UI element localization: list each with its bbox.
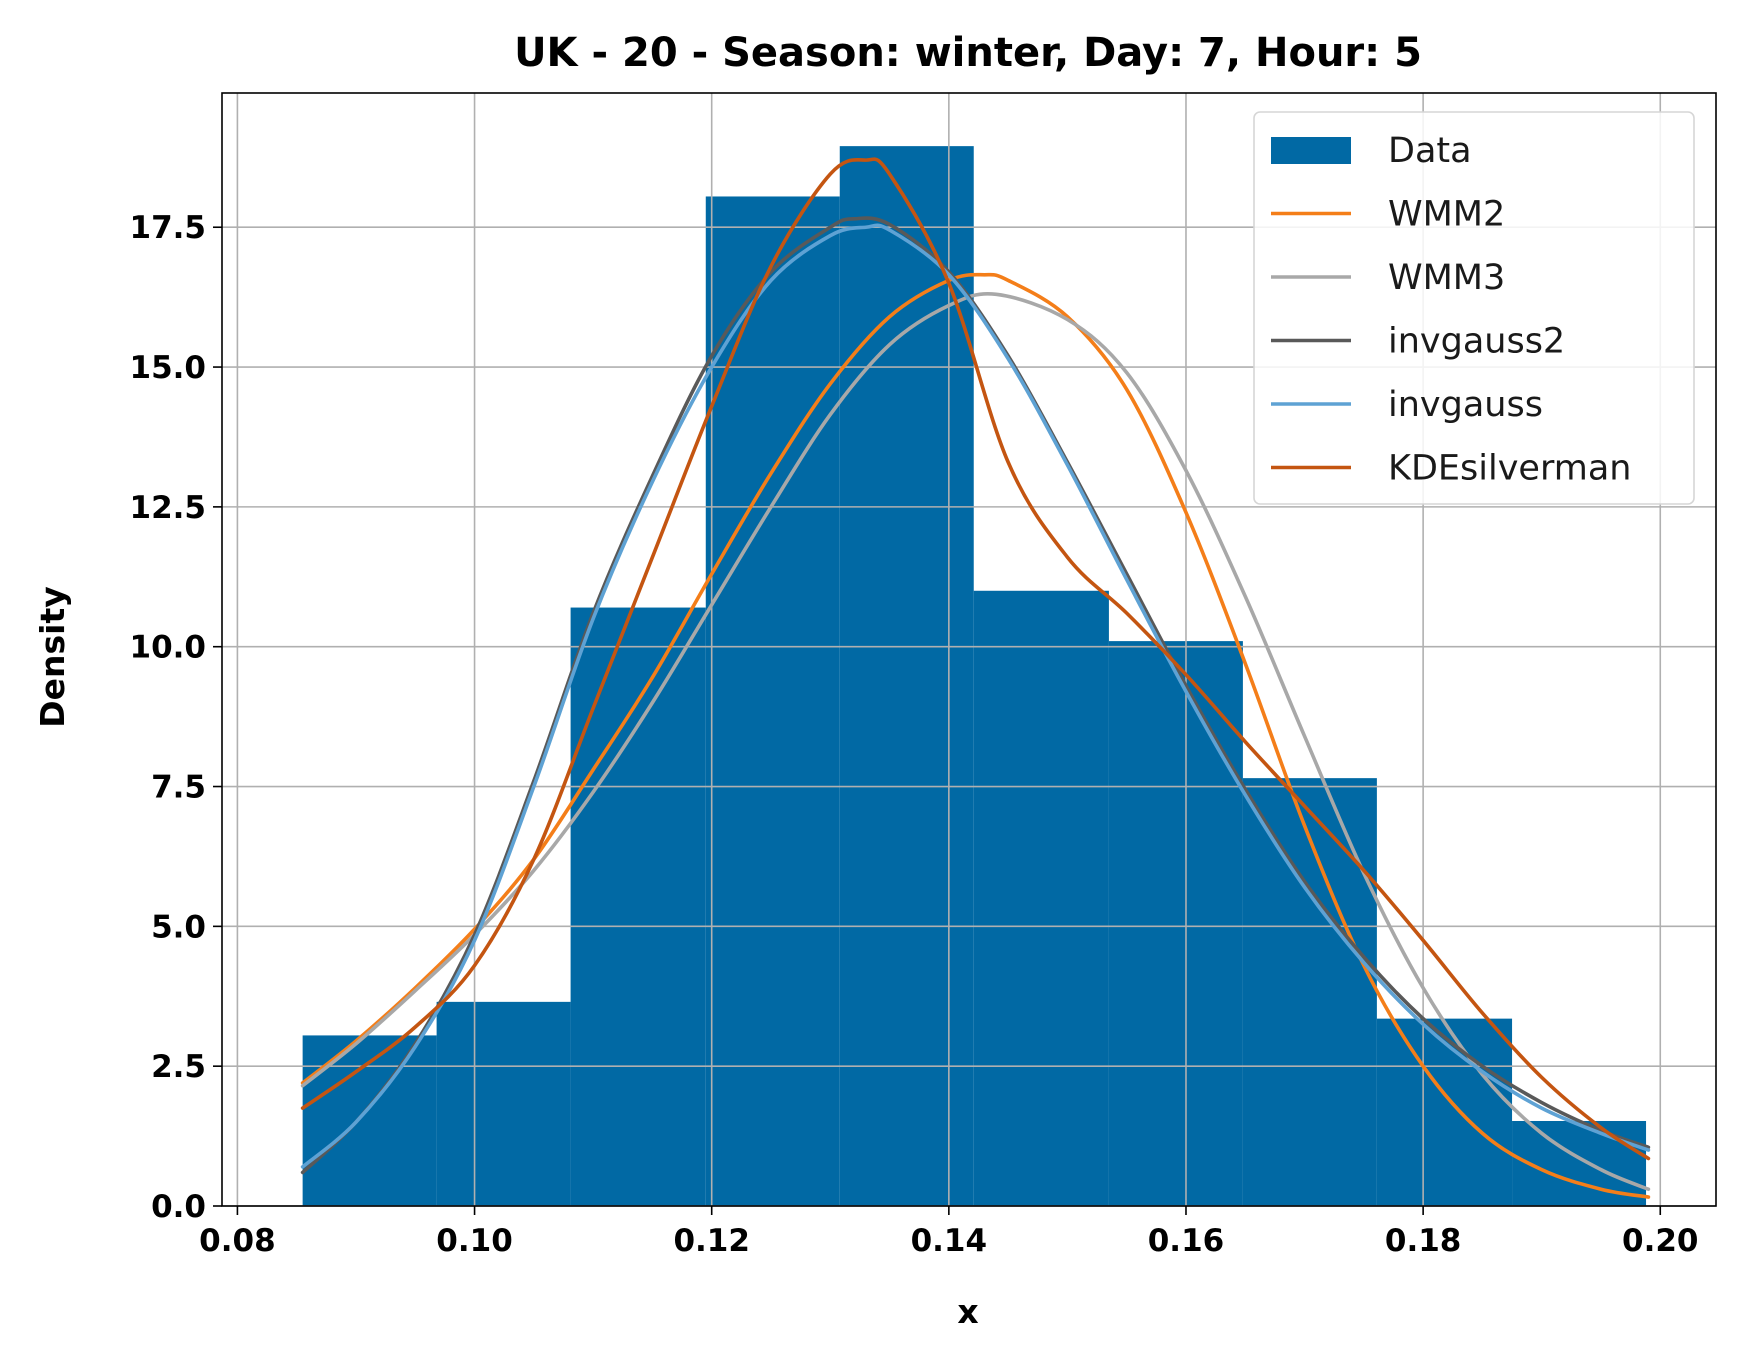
histogram-bar-6 [973,590,1109,1206]
histogram-bar-5 [839,146,974,1206]
x-axis-ticks: 0.08 0.10 0.12 0.14 0.16 0.18 0.20 [199,1206,1699,1259]
legend-box [1253,111,1695,505]
series-line-kdesilverman [300,157,1651,1161]
histogram-bar-7 [1108,641,1243,1206]
fitted-curves [300,157,1651,1199]
legend-label-kdesilverman: KDEsilverman [1388,449,1631,489]
x-tick-label-1: 0.08 [199,1223,276,1259]
legend-label-invgauss: invgauss [1388,385,1543,425]
y-tick-label-2: 2.5 [151,1049,206,1085]
y-tick-label-1: 0.0 [151,1189,206,1225]
legend-swatch-data [1271,137,1351,164]
y-tick-label-4: 7.5 [151,770,206,806]
plot-frame [221,92,1717,1207]
x-axis-label: x [957,1292,978,1331]
series-line-wmm3 [300,292,1651,1192]
legend-label-wmm3: WMM3 [1388,258,1505,298]
legend: Data WMM2 WMM3 invgauss2 invgauss KDEsilverma… [1253,111,1695,505]
chart-title: UK - 20 - Season: winter, Day: 7, Hour: … [514,30,1422,76]
y-tick-label-6: 12.5 [130,490,207,526]
x-tick-label-7: 0.20 [1622,1223,1699,1259]
legend-label-wmm2: WMM2 [1388,195,1505,235]
y-tick-label-7: 15.0 [130,350,207,386]
y-axis-label: Density [33,586,72,728]
histogram-bar-9 [1376,1018,1513,1206]
legend-label-data: Data [1388,131,1472,171]
y-tick-label-8: 17.5 [130,210,207,246]
x-tick-label-5: 0.16 [1148,1223,1225,1259]
y-tick-label-5: 10.0 [130,630,207,666]
series-line-wmm2 [300,272,1651,1199]
legend-label-invgauss2: invgauss2 [1388,322,1565,362]
x-tick-label-3: 0.12 [673,1223,750,1259]
y-axis-ticks: 0.0 2.5 5.0 7.5 10.0 12.5 15.0 17.5 [130,210,222,1225]
x-tick-label-4: 0.14 [911,1223,988,1259]
x-tick-label-2: 0.10 [436,1223,513,1259]
histogram-bars [302,146,1647,1206]
histogram-bar-4 [705,196,840,1206]
y-tick-label-3: 5.0 [151,909,206,945]
plot-area: 0.08 0.10 0.12 0.14 0.16 0.18 0.20 0.0 2.5 5.0 7.… [130,92,1717,1259]
histogram-bar-2 [436,1001,571,1206]
x-tick-label-6: 0.18 [1385,1223,1462,1259]
